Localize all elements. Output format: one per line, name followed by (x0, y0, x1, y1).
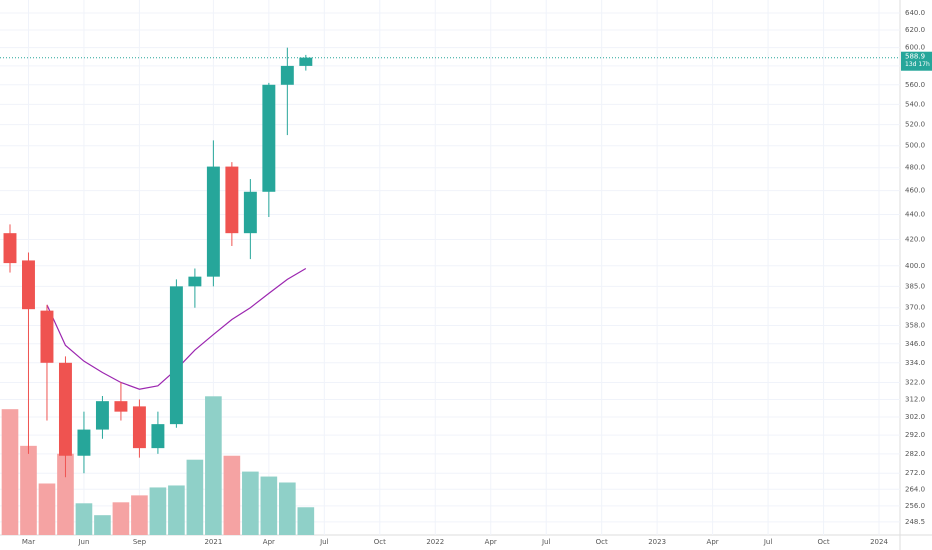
candle-body (206, 166, 220, 277)
candle-body (225, 166, 239, 234)
y-tick-label: 460.0 (905, 187, 925, 195)
volume-bar (242, 471, 259, 535)
candle-body (262, 84, 276, 192)
last-price-label: 588.9 (905, 53, 925, 61)
x-tick-label: 2023 (648, 538, 666, 546)
x-tick-label: Jul (541, 538, 551, 546)
volume-bar (112, 502, 130, 535)
x-tick-label: 2021 (204, 538, 222, 546)
x-tick-label: Oct (374, 538, 386, 546)
x-tick-label: Sep (133, 538, 147, 546)
x-tick-label: Apr (485, 538, 497, 546)
volume-bar (38, 483, 56, 535)
x-tick-label: 2022 (426, 538, 444, 546)
y-tick-label: 600.0 (905, 44, 925, 52)
y-tick-label: 640.0 (905, 9, 925, 17)
candle-body (95, 401, 109, 430)
candle-body (151, 424, 165, 449)
y-tick-label: 370.0 (905, 304, 925, 312)
volume-bar (205, 396, 222, 535)
y-tick-label: 256.0 (905, 502, 925, 510)
y-tick-label: 248.5 (905, 518, 925, 526)
volume-bar (223, 455, 241, 535)
x-tick-label: Jul (319, 538, 329, 546)
y-tick-label: 282.0 (905, 450, 925, 458)
candle-body (58, 362, 72, 456)
volume-bar (131, 495, 148, 535)
candle-body (3, 233, 17, 264)
y-tick-label: 334.0 (905, 359, 925, 367)
volume-bar (279, 482, 296, 535)
y-tick-label: 312.0 (905, 395, 925, 403)
countdown-label: 13d 17h (905, 61, 930, 68)
volume-bar (20, 445, 37, 535)
y-tick-label: 620.0 (905, 26, 925, 34)
volume-bar (297, 507, 315, 535)
candle-body (243, 191, 257, 234)
x-tick-label: Apr (263, 538, 275, 546)
candle-body (114, 401, 128, 412)
volume-bar (1, 409, 19, 535)
candle-body (169, 286, 183, 425)
y-tick-label: 540.0 (905, 100, 925, 108)
volume-bar (75, 503, 93, 535)
volume-bar (260, 476, 278, 535)
x-tick-label: Jun (77, 538, 89, 546)
x-tick-label: Jul (763, 538, 773, 546)
x-tick-label: 2024 (870, 538, 888, 546)
y-tick-label: 302.0 (905, 413, 925, 421)
candle-body (280, 65, 294, 85)
y-tick-label: 560.0 (905, 81, 925, 89)
y-tick-label: 358.0 (905, 321, 925, 329)
y-tick-label: 520.0 (905, 121, 925, 129)
candle-body (22, 260, 35, 310)
volume-bar (94, 515, 111, 535)
y-tick-label: 385.0 (905, 282, 925, 290)
volume-bar (168, 485, 185, 535)
y-tick-label: 264.0 (905, 485, 925, 493)
candle-body (132, 406, 146, 449)
x-tick-label: Oct (596, 538, 608, 546)
last-price-tag (901, 51, 932, 71)
volume-bar (149, 487, 167, 535)
y-tick-label: 500.0 (905, 142, 925, 150)
y-tick-label: 346.0 (905, 340, 925, 348)
y-tick-label: 440.0 (905, 211, 925, 219)
y-tick-label: 400.0 (905, 262, 925, 270)
y-tick-label: 480.0 (905, 164, 925, 172)
y-tick-label: 420.0 (905, 236, 925, 244)
x-tick-label: Mar (22, 538, 35, 546)
candle-body (77, 429, 91, 456)
y-tick-label: 292.0 (905, 431, 925, 439)
candle-body (40, 310, 54, 363)
y-tick-label: 272.0 (905, 469, 925, 477)
volume-bar (57, 453, 74, 535)
candle-body (299, 57, 313, 66)
volume-bar (186, 459, 204, 535)
y-tick-label: 322.0 (905, 378, 925, 386)
x-tick-label: Apr (707, 538, 719, 546)
candle-body (188, 276, 202, 287)
x-tick-label: Oct (817, 538, 829, 546)
